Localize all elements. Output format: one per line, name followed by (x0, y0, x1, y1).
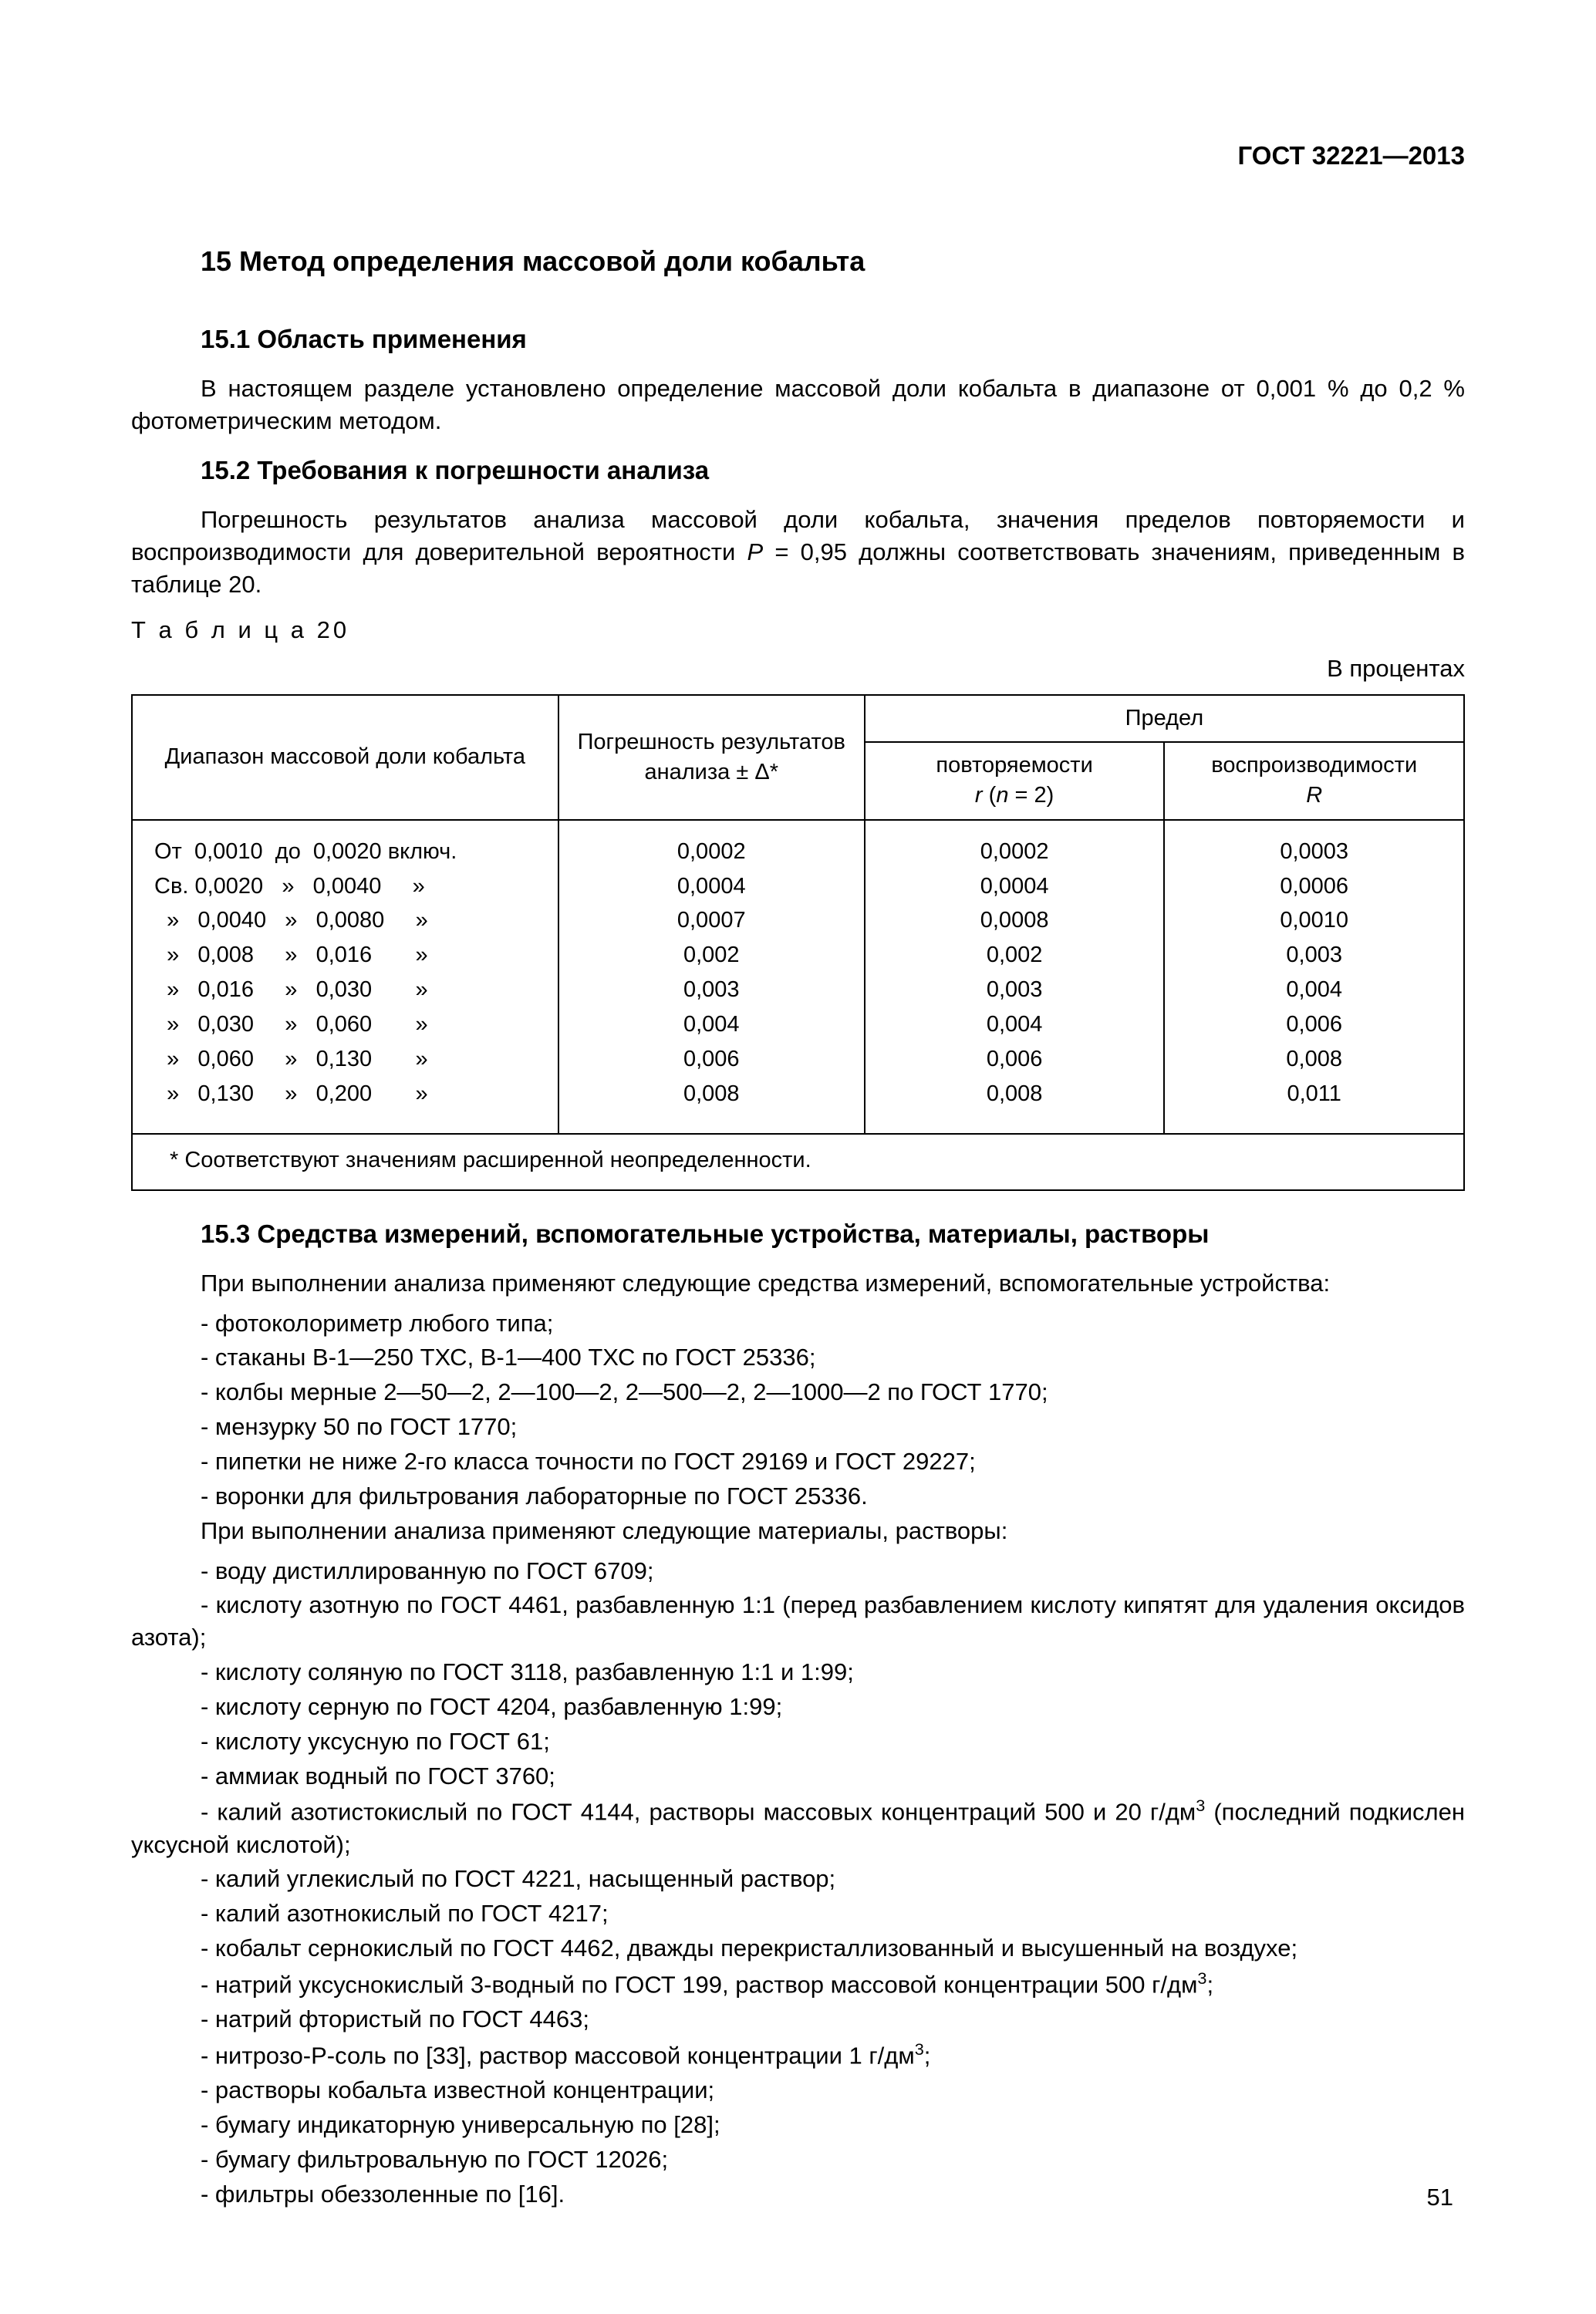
th-reproducibility-line1: воспроизводимости (1211, 753, 1417, 778)
list-item: - пипетки не ниже 2-го класса точности п… (131, 1445, 1465, 1478)
list-item: - воду дистиллированную по ГОСТ 6709; (131, 1555, 1465, 1587)
section-15-3-lead1: При выполнении анализа применяют следующ… (131, 1267, 1465, 1300)
section-15-2-title: 15.2 Требования к погрешности анализа (131, 454, 1465, 488)
list-item: - воронки для фильтрования лабораторные … (131, 1480, 1465, 1513)
list-item: - калий азотистокислый по ГОСТ 4144, рас… (131, 1794, 1465, 1860)
list-item: - фильтры обеззоленные по [16]. (131, 2178, 1465, 2211)
list-item: - кислоту азотную по ГОСТ 4461, разбавле… (131, 1589, 1465, 1654)
section-15-title: 15 Метод определения массовой доли кобал… (131, 243, 1465, 281)
table-col-r: 0,00020,00040,00080,0020,0030,0040,0060,… (865, 820, 1165, 1135)
th-range: Диапазон массовой доли кобальта (132, 695, 558, 819)
list-item: - кислоту соляную по ГОСТ 3118, разбавле… (131, 1656, 1465, 1688)
list-item: - кислоту серную по ГОСТ 4204, разбавлен… (131, 1691, 1465, 1723)
th-limit: Предел (865, 695, 1464, 742)
page-number: 51 (1427, 2181, 1453, 2214)
list-item: - калий азотнокислый по ГОСТ 4217; (131, 1897, 1465, 1930)
list-item: - бумагу фильтровальную по ГОСТ 12026; (131, 2144, 1465, 2176)
list-item: - натрий фтористый по ГОСТ 4463; (131, 2003, 1465, 2036)
list-item: - калий углекислый по ГОСТ 4221, насыщен… (131, 1863, 1465, 1895)
list-item: - натрий уксуснокислый 3-водный по ГОСТ … (131, 1967, 1465, 2001)
section-15-1-title: 15.1 Область применения (131, 322, 1465, 357)
list-item: - кобальт сернокислый по ГОСТ 4462, дваж… (131, 1932, 1465, 1965)
doc-standard-code: ГОСТ 32221—2013 (131, 139, 1465, 174)
table-col-R: 0,00030,00060,00100,0030,0040,0060,0080,… (1164, 820, 1464, 1135)
th-error: Погрешность результатов анализа ± Δ* (558, 695, 865, 819)
table-col-d: 0,00020,00040,00070,0020,0030,0040,0060,… (558, 820, 865, 1135)
section-15-2-body: Погрешность результатов анализа массовой… (131, 504, 1465, 601)
list-item: - растворы кобальта известной концентрац… (131, 2074, 1465, 2107)
list-item: - мензурку 50 по ГОСТ 1770; (131, 1411, 1465, 1443)
section-15-1-body: В настоящем разделе установлено определе… (131, 373, 1465, 437)
section-15-3-lead2: При выполнении анализа применяют следующ… (131, 1515, 1465, 1547)
table-20-unit: В процентах (131, 653, 1465, 685)
list-item: - колбы мерные 2—50—2, 2—100—2, 2—500—2,… (131, 1376, 1465, 1408)
table-20-footnote: * Соответствуют значениям расширенной не… (132, 1134, 1464, 1190)
table-col-range: От 0,0010 до 0,0020 включ. Св. 0,0020 » … (132, 820, 558, 1135)
table-20-caption: Т а б л и ц а 20 (131, 614, 1465, 646)
list-item: - бумагу индикаторную универсальную по [… (131, 2109, 1465, 2141)
list-item: - нитрозо-Р-соль по [33], раствор массов… (131, 2038, 1465, 2072)
th-repeatability-line1: повторяемости (936, 753, 1092, 778)
list-item: - фотоколориметр любого типа; (131, 1307, 1465, 1340)
th-repeatability: повторяемости r (n = 2) (865, 742, 1165, 819)
list-item: - аммиак водный по ГОСТ 3760; (131, 1760, 1465, 1793)
list-item: - кислоту уксусную по ГОСТ 61; (131, 1725, 1465, 1758)
th-reproducibility: воспроизводимости R (1164, 742, 1464, 819)
list-item: - стаканы В-1—250 ТХС, В-1—400 ТХС по ГО… (131, 1341, 1465, 1374)
table-20: Диапазон массовой доли кобальта Погрешно… (131, 694, 1465, 1191)
section-15-3-title: 15.3 Средства измерений, вспомогательные… (131, 1217, 1465, 1252)
